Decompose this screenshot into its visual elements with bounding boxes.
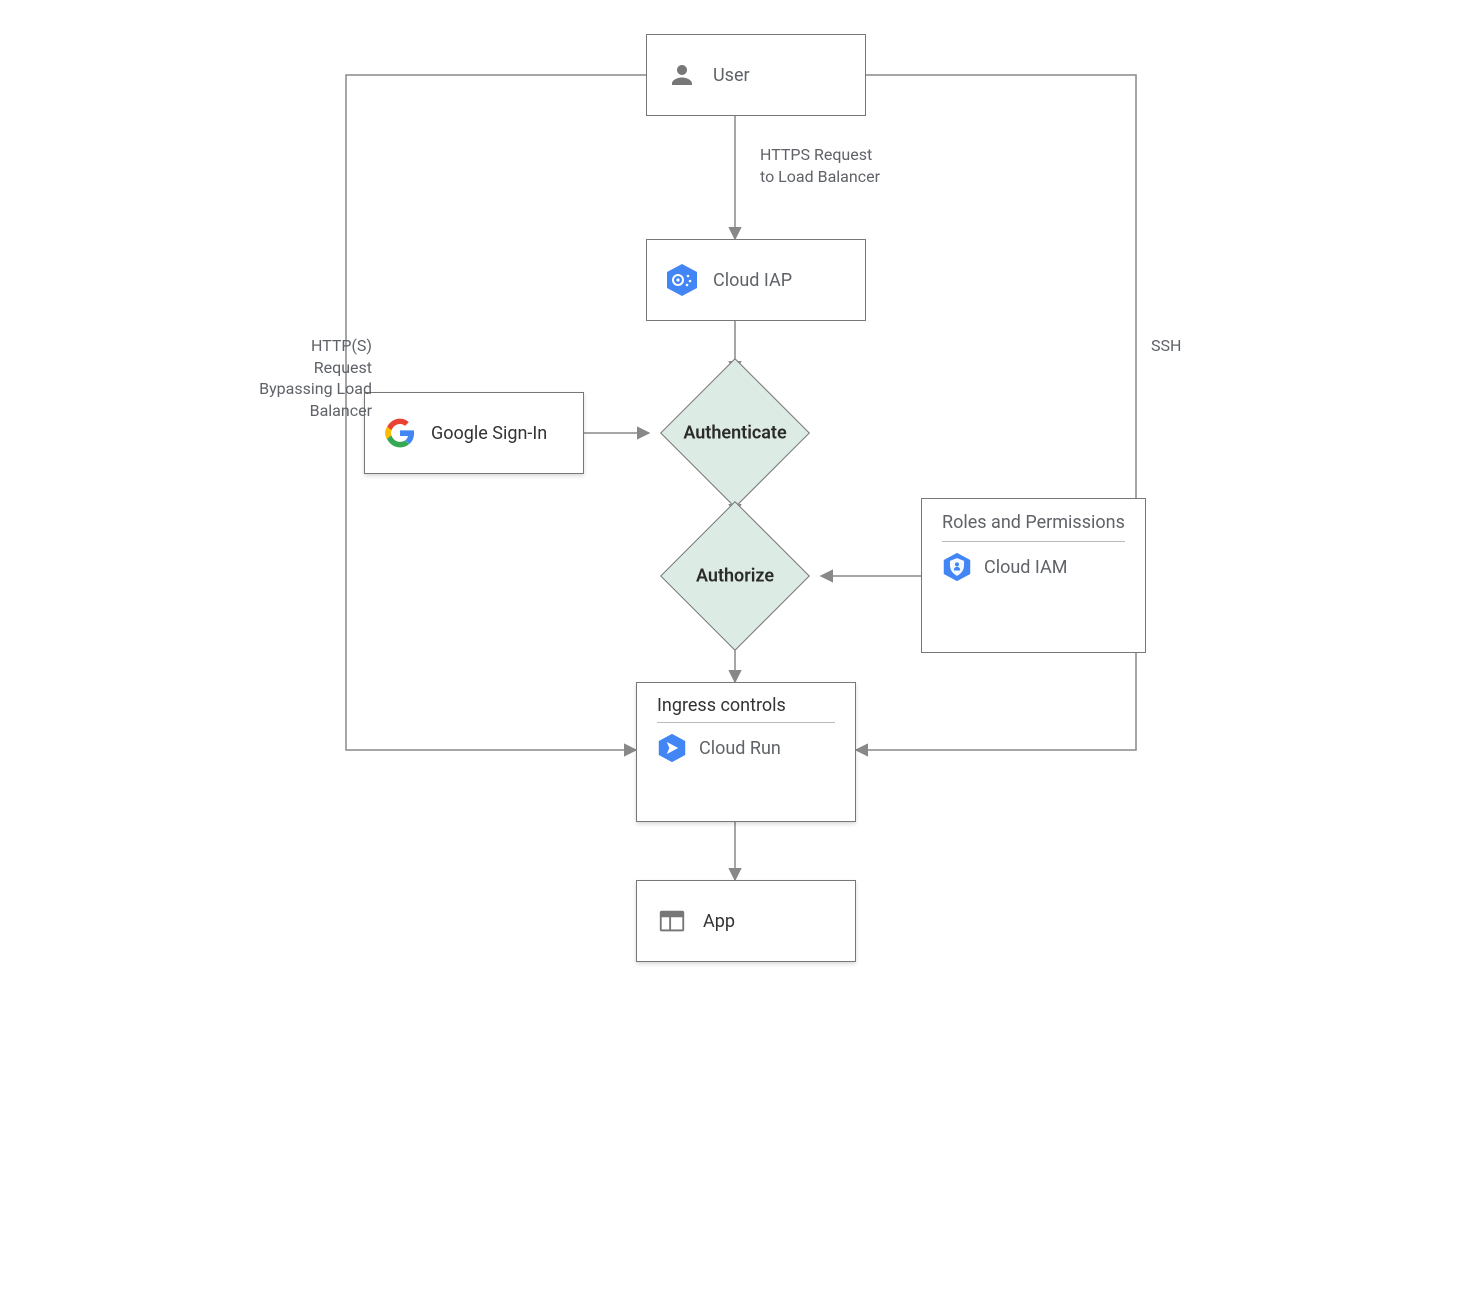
hex-iap-icon: [665, 263, 699, 297]
node-user: User: [646, 34, 866, 116]
node-authorize-label: Authorize: [696, 566, 774, 587]
label-bypass: HTTP(S)RequestBypassing LoadBalancer: [252, 335, 372, 421]
label-ssh: SSH: [1151, 335, 1181, 357]
node-google-signin: Google Sign-In: [364, 392, 584, 474]
node-ingress: Ingress controls Cloud Run: [636, 682, 856, 822]
node-app-label: App: [703, 911, 735, 932]
node-user-label: User: [713, 65, 750, 86]
node-roles-permissions: Roles and Permissions Cloud IAM: [921, 498, 1146, 653]
divider: [942, 541, 1125, 542]
node-app: App: [636, 880, 856, 962]
node-cloud-iap: Cloud IAP: [646, 239, 866, 321]
node-roles-sub-label: Cloud IAM: [984, 557, 1067, 578]
node-google-signin-label: Google Sign-In: [431, 423, 547, 444]
node-ingress-title: Ingress controls: [657, 695, 835, 716]
label-https-request: HTTPS Requestto Load Balancer: [760, 144, 880, 187]
node-cloud-iap-label: Cloud IAP: [713, 270, 792, 291]
divider: [657, 722, 835, 723]
app-grid-icon: [655, 904, 689, 938]
node-roles-title: Roles and Permissions: [942, 511, 1125, 535]
node-ingress-sub-label: Cloud Run: [699, 738, 781, 759]
person-icon: [665, 58, 699, 92]
hex-iam-icon: [942, 552, 972, 582]
node-authenticate-label: Authenticate: [683, 423, 786, 444]
google-g-icon: [383, 416, 417, 450]
hex-run-icon: [657, 733, 687, 763]
